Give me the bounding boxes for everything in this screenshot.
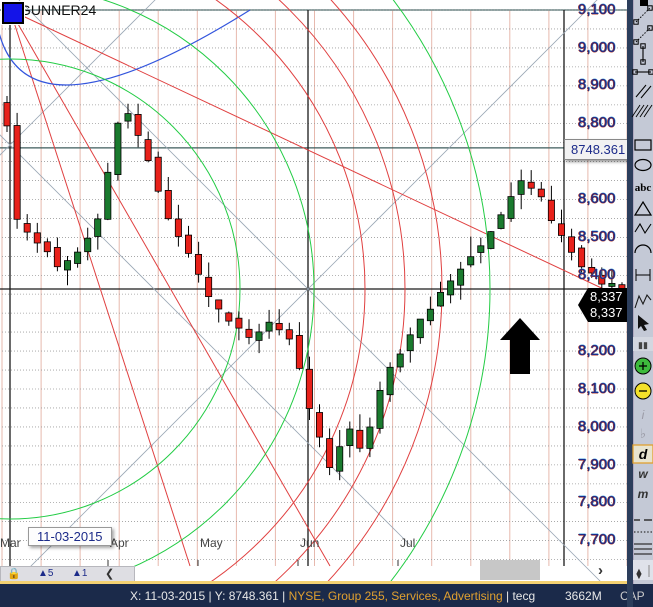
svg-text:abc: abc [635, 182, 652, 194]
svg-text:m: m [638, 487, 649, 501]
svg-text:▼: ▼ [635, 571, 644, 581]
svg-text:d: d [639, 446, 648, 462]
svg-text:♭: ♭ [640, 426, 646, 441]
svg-text:w: w [638, 467, 648, 481]
svg-text:i: i [642, 408, 645, 422]
svg-text:▮▮: ▮▮ [638, 340, 648, 350]
